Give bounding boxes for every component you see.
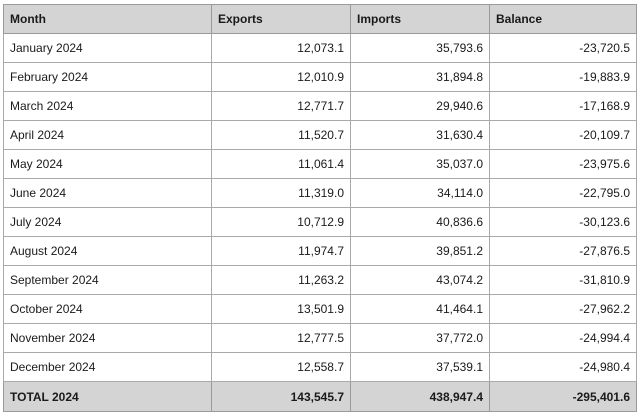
cell-balance: -17,168.9 (489, 91, 637, 121)
table-row: May 2024 11,061.4 35,037.0 -23,975.6 (3, 149, 637, 179)
header-month: Month (3, 4, 212, 34)
cell-month: May 2024 (3, 149, 212, 179)
table-row: September 2024 11,263.2 43,074.2 -31,810.9 (3, 265, 637, 295)
cell-imports: 39,851.2 (350, 236, 490, 266)
cell-exports: 10,712.9 (211, 207, 351, 237)
cell-balance: -23,975.6 (489, 149, 637, 179)
cell-exports: 12,771.7 (211, 91, 351, 121)
total-exports: 143,545.7 (211, 381, 351, 412)
cell-exports: 11,319.0 (211, 178, 351, 208)
cell-month: February 2024 (3, 62, 212, 92)
cell-month: August 2024 (3, 236, 212, 266)
cell-month: October 2024 (3, 294, 212, 324)
cell-balance: -19,883.9 (489, 62, 637, 92)
cell-imports: 40,836.6 (350, 207, 490, 237)
cell-exports: 12,558.7 (211, 352, 351, 382)
cell-month: June 2024 (3, 178, 212, 208)
cell-exports: 12,073.1 (211, 33, 351, 63)
cell-month: March 2024 (3, 91, 212, 121)
table-row: January 2024 12,073.1 35,793.6 -23,720.5 (3, 33, 637, 63)
cell-balance: -23,720.5 (489, 33, 637, 63)
table-row: July 2024 10,712.9 40,836.6 -30,123.6 (3, 207, 637, 237)
table-body: January 2024 12,073.1 35,793.6 -23,720.5 Feb… (3, 33, 637, 382)
cell-exports: 11,520.7 (211, 120, 351, 150)
cell-imports: 31,630.4 (350, 120, 490, 150)
cell-exports: 12,777.5 (211, 323, 351, 353)
table-row: November 2024 12,777.5 37,772.0 -24,994.4 (3, 323, 637, 353)
cell-imports: 37,539.1 (350, 352, 490, 382)
cell-month: January 2024 (3, 33, 212, 63)
cell-balance: -20,109.7 (489, 120, 637, 150)
cell-balance: -24,994.4 (489, 323, 637, 353)
total-row: TOTAL 2024 143,545.7 438,947.4 -295,401.… (3, 381, 637, 412)
header-imports: Imports (350, 4, 490, 34)
cell-month: December 2024 (3, 352, 212, 382)
cell-exports: 11,974.7 (211, 236, 351, 266)
total-balance: -295,401.6 (489, 381, 637, 412)
cell-month: July 2024 (3, 207, 212, 237)
cell-exports: 11,061.4 (211, 149, 351, 179)
table-row: December 2024 12,558.7 37,539.1 -24,980.4 (3, 352, 637, 382)
cell-balance: -22,795.0 (489, 178, 637, 208)
cell-balance: -24,980.4 (489, 352, 637, 382)
cell-imports: 41,464.1 (350, 294, 490, 324)
cell-exports: 12,010.9 (211, 62, 351, 92)
cell-imports: 37,772.0 (350, 323, 490, 353)
cell-exports: 11,263.2 (211, 265, 351, 295)
header-exports: Exports (211, 4, 351, 34)
table-row: June 2024 11,319.0 34,114.0 -22,795.0 (3, 178, 637, 208)
cell-imports: 43,074.2 (350, 265, 490, 295)
table-row: October 2024 13,501.9 41,464.1 -27,962.2 (3, 294, 637, 324)
cell-month: September 2024 (3, 265, 212, 295)
header-row: Month Exports Imports Balance (3, 4, 637, 34)
total-label: TOTAL 2024 (3, 381, 212, 412)
cell-month: April 2024 (3, 120, 212, 150)
cell-imports: 35,793.6 (350, 33, 490, 63)
total-imports: 438,947.4 (350, 381, 490, 412)
cell-imports: 35,037.0 (350, 149, 490, 179)
header-balance: Balance (489, 4, 637, 34)
cell-exports: 13,501.9 (211, 294, 351, 324)
table-row: August 2024 11,974.7 39,851.2 -27,876.5 (3, 236, 637, 266)
cell-balance: -30,123.6 (489, 207, 637, 237)
cell-balance: -31,810.9 (489, 265, 637, 295)
table-row: February 2024 12,010.9 31,894.8 -19,883.9 (3, 62, 637, 92)
cell-imports: 34,114.0 (350, 178, 490, 208)
table-footer: TOTAL 2024 143,545.7 438,947.4 -295,401.… (3, 381, 637, 412)
table-header: Month Exports Imports Balance (3, 4, 637, 34)
table-row: March 2024 12,771.7 29,940.6 -17,168.9 (3, 91, 637, 121)
table-row: April 2024 11,520.7 31,630.4 -20,109.7 (3, 120, 637, 150)
cell-month: November 2024 (3, 323, 212, 353)
cell-imports: 29,940.6 (350, 91, 490, 121)
trade-table-container: Month Exports Imports Balance January 20… (3, 4, 637, 412)
trade-table: Month Exports Imports Balance January 20… (3, 4, 637, 412)
cell-balance: -27,876.5 (489, 236, 637, 266)
cell-imports: 31,894.8 (350, 62, 490, 92)
cell-balance: -27,962.2 (489, 294, 637, 324)
